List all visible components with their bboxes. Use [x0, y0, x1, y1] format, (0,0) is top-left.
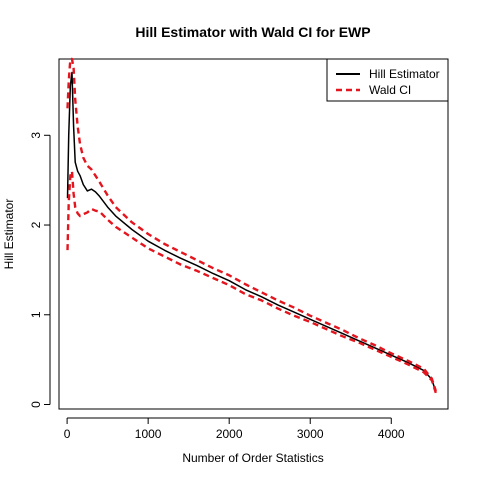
series-line-estimate: [66, 71, 437, 393]
y-axis-label: Hill Estimator: [2, 199, 16, 270]
plot-frame: [58, 58, 449, 410]
legend-label-hill-estimator: Hill Estimator: [369, 67, 440, 81]
x-tick-label: 4000: [378, 427, 405, 441]
x-tick-label: 2000: [216, 427, 243, 441]
legend-label-wald-ci: Wald CI: [369, 83, 411, 97]
series-layer: [66, 57, 437, 394]
y-tick-label: 2: [29, 221, 43, 228]
legend-box: [326, 58, 449, 102]
x-tick-label: 3000: [297, 427, 324, 441]
x-tick-label: 1000: [135, 427, 162, 441]
y-tick-label: 1: [29, 311, 43, 318]
x-axis: 0 1000 2000 3000 4000: [64, 417, 405, 441]
legend: Hill Estimator Wald CI: [326, 58, 449, 102]
y-tick-label: 3: [29, 132, 43, 139]
series-line-upper: [66, 57, 437, 392]
x-tick-label: 0: [64, 427, 71, 441]
y-axis: 0 1 2 3: [29, 132, 51, 408]
x-axis-label: Number of Order Statistics: [182, 451, 323, 465]
chart-title: Hill Estimator with Wald CI for EWP: [135, 24, 370, 40]
series-line-lower: [66, 169, 437, 394]
y-tick-label: 0: [29, 401, 43, 408]
